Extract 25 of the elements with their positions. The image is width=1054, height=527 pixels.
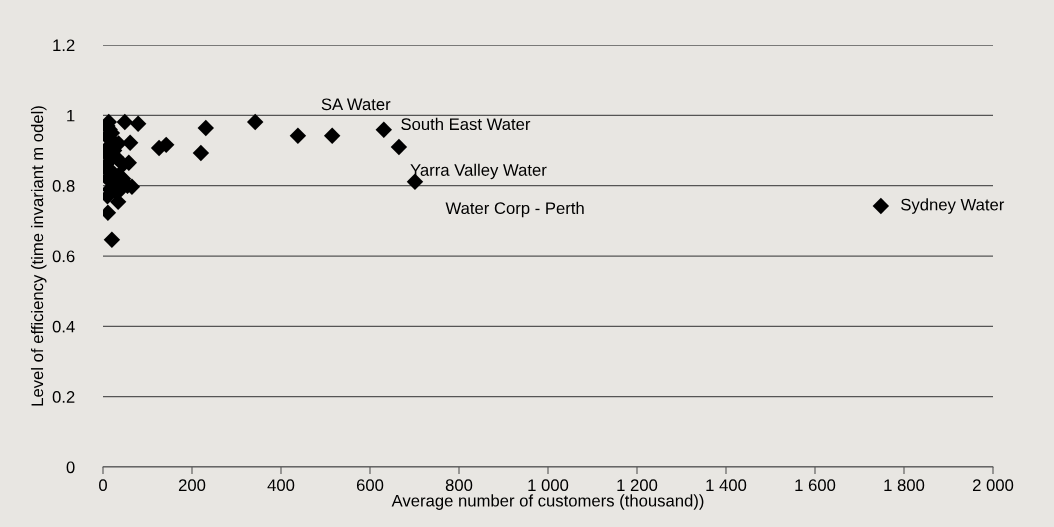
- y-tick-label: 1: [67, 109, 75, 122]
- x-tick-label: 1 000: [528, 479, 569, 492]
- y-tick-label: 0.6: [52, 250, 75, 263]
- x-tick-label: 800: [445, 479, 473, 492]
- x-tick-label: 400: [267, 479, 295, 492]
- x-tick-label: 200: [178, 479, 206, 492]
- x-tick-label: 1 400: [706, 479, 747, 492]
- annotation: Yarra Valley Water: [410, 163, 547, 180]
- x-axis-title: Average number of customers (thousand)): [391, 494, 704, 510]
- y-tick-label: 0.8: [52, 180, 75, 192]
- x-tick-label: 600: [356, 479, 384, 492]
- y-tick-label: 0.4: [52, 320, 75, 333]
- annotation: Sydney Water: [901, 198, 1005, 214]
- y-axis-title: Level of efficiency (time invariant m odel): [30, 106, 47, 406]
- x-tick-label: 1 200: [617, 479, 658, 492]
- y-tick-label: 0: [66, 461, 75, 474]
- x-tick-label: 0: [99, 479, 107, 492]
- y-tick-label: 1.2: [53, 39, 75, 52]
- annotation: SA Water: [321, 98, 391, 111]
- annotation: Water Corp - Perth: [445, 201, 584, 218]
- x-tick-label: 1 800: [884, 479, 925, 492]
- annotation: South East Water: [401, 117, 531, 131]
- y-tick-label: 0.2: [52, 391, 75, 403]
- x-tick-label: 2 000: [972, 479, 1014, 492]
- x-tick-label: 1 600: [795, 479, 836, 492]
